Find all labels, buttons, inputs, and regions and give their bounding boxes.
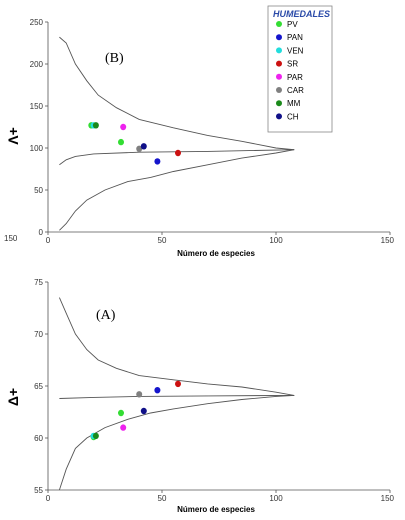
panel-b-y-tick-label: 200	[30, 60, 44, 69]
legend-label-mm: MM	[287, 99, 301, 108]
legend-label-ch: CH	[287, 112, 299, 121]
legend-marker-mm	[276, 100, 282, 107]
panel-b-funnel-lower-line	[59, 149, 295, 231]
panel-a-chart: (A) Δ+ Número de especies 55 60 65 70 75 0 50 1…	[5, 278, 395, 514]
panel-b-x-axis-label: Número de especies	[177, 249, 255, 258]
panel-b-chart: (B) Λ+ Número de especies 150 0 50 100 150 2…	[4, 18, 395, 258]
panel-b-point-sr	[175, 149, 181, 157]
panel-a-point-car	[136, 391, 143, 398]
panel-b-extra-tick-label: 150	[4, 234, 18, 243]
legend-marker-sr	[276, 60, 282, 67]
panel-a-y-tick-label: 55	[34, 486, 43, 495]
panel-b-x-tick-label: 50	[158, 236, 167, 245]
panel-b-point-mm	[92, 122, 99, 129]
panel-a-point-pv	[118, 409, 124, 417]
panel-b-y-tick-label: 100	[30, 144, 44, 153]
panel-b-y-tick-label: 150	[30, 102, 44, 111]
legend-marker-pan	[276, 34, 282, 41]
panel-a-y-tick-label: 60	[34, 434, 43, 443]
panel-a-y-tick-label: 75	[34, 278, 43, 287]
legend-box	[267, 5, 333, 133]
legend-label-pan: PAN	[287, 33, 303, 42]
panel-b-x-tick-label: 0	[46, 236, 51, 245]
panel-a-x-tick-label: 50	[158, 494, 167, 503]
panel-a-point-sr	[175, 380, 181, 388]
panel-a-y-tick-label: 70	[34, 330, 43, 339]
legend-label-sr: SR	[287, 60, 298, 69]
legend-marker-car	[276, 87, 282, 93]
panel-b-funnel-mean-line	[59, 149, 295, 166]
panel-b-point-ch	[140, 143, 147, 150]
panel-b-point-par	[120, 123, 127, 131]
legend-marker-ven	[276, 47, 282, 54]
panel-a-point-mm	[92, 432, 99, 440]
legend-marker-par	[276, 73, 282, 80]
panel-b-point-car	[136, 145, 143, 152]
panel-b-point-pan	[154, 158, 161, 165]
legend-title: HUMEDALES	[273, 9, 330, 19]
panel-a-y-axis-label: Δ+	[5, 388, 21, 406]
legend-marker-pv	[276, 21, 282, 27]
legend-label-ven: VEN	[287, 46, 304, 55]
panel-a-x-tick-label: 100	[269, 494, 283, 503]
panel-b-y-tick-label: 250	[30, 18, 44, 27]
panel-b-point-pv	[118, 138, 124, 146]
panel-a-y-tick-label: 65	[34, 382, 43, 391]
panel-a-funnel-upper-line	[58, 297, 295, 396]
panel-a-x-tick-label: 0	[46, 494, 51, 503]
panel-b-funnel-upper-line	[59, 36, 295, 151]
legend: HUMEDALES PV PAN VEN SR PAR CAR MM CH	[267, 5, 333, 133]
panel-a-point-pan	[154, 387, 161, 394]
panel-a-label: (A)	[96, 308, 116, 323]
panel-b-y-axis-label: Λ+	[5, 127, 21, 145]
legend-marker-ch	[276, 113, 282, 120]
panel-b-y-tick-label: 50	[34, 186, 43, 195]
panel-a-x-tick-label: 150	[381, 494, 395, 503]
panel-a-point-ch	[140, 407, 147, 415]
legend-label-par: PAR	[287, 73, 303, 82]
panel-a-x-axis-label: Número de especies	[177, 505, 255, 514]
legend-label-car: CAR	[287, 86, 304, 95]
legend-label-pv: PV	[287, 20, 298, 29]
panel-a-point-par	[120, 424, 127, 431]
panel-a-funnel-lower-line	[58, 394, 295, 491]
panel-b-label: (B)	[105, 51, 124, 66]
panel-b-y-tick-label: 0	[39, 228, 44, 237]
panel-b-x-tick-label: 150	[381, 236, 395, 245]
panel-b-x-tick-label: 100	[269, 236, 283, 245]
